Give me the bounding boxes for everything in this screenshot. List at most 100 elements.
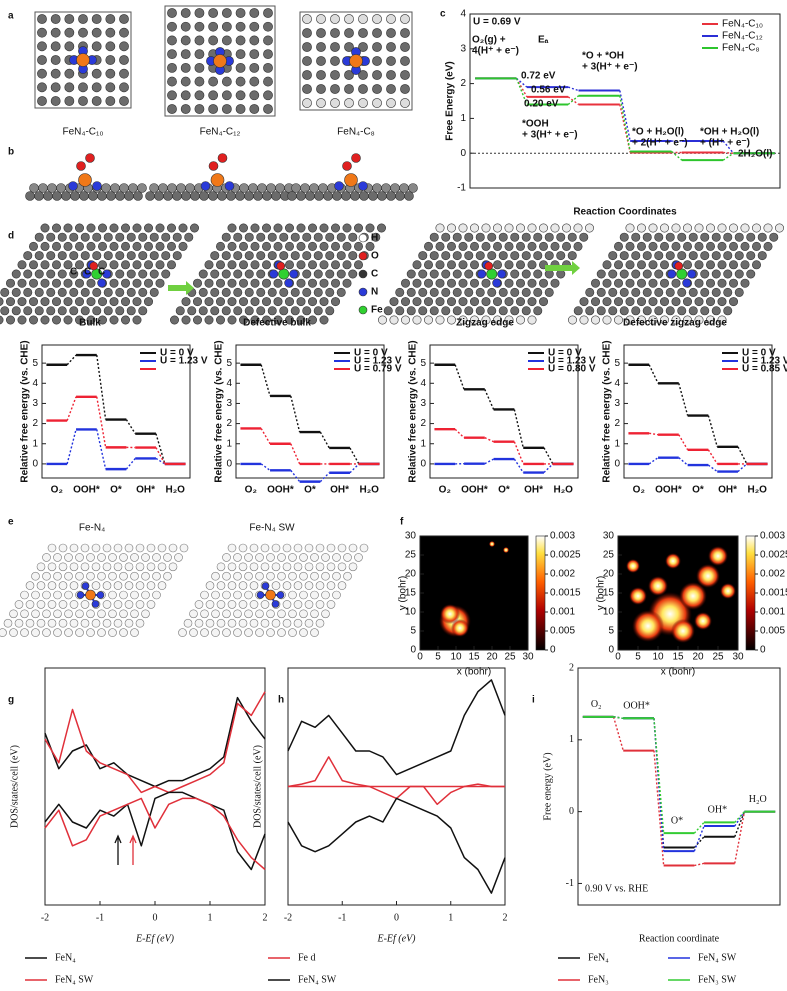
connector (653, 750, 665, 866)
legend-label: FeN₄ SW (55, 974, 94, 985)
atom (654, 306, 664, 316)
atom (233, 251, 243, 261)
atom-label: C (98, 267, 105, 278)
y-tick-label: 1 (614, 438, 620, 449)
atom (429, 269, 439, 279)
atom-legend-label: Fe (371, 305, 383, 316)
atom (36, 618, 46, 628)
atom (330, 28, 340, 38)
atom (487, 232, 497, 242)
atom (135, 618, 145, 628)
atom (271, 581, 281, 590)
connector (653, 718, 665, 834)
atom (492, 260, 502, 270)
atom (216, 315, 226, 325)
atom (11, 269, 21, 279)
atom (299, 628, 308, 637)
atom (185, 183, 195, 193)
atom (75, 553, 84, 562)
atom (435, 260, 445, 270)
atom (579, 232, 589, 242)
legend-label: FeN₃ SW (698, 974, 737, 985)
atom (119, 609, 128, 619)
atom (372, 98, 382, 108)
atom (97, 609, 106, 619)
atom (395, 287, 405, 297)
atom (119, 82, 129, 93)
atom (28, 241, 38, 251)
atom (400, 315, 410, 325)
atom (342, 260, 352, 270)
atom (53, 571, 62, 581)
atom (271, 191, 281, 201)
atom (31, 571, 40, 581)
atom (50, 55, 61, 65)
y-tick-label: 2 (226, 418, 232, 429)
atom (337, 581, 347, 590)
atom (694, 297, 704, 307)
atom (386, 98, 396, 108)
annotation: 0.90 V vs. RHE (585, 883, 648, 894)
atom (119, 41, 129, 52)
atom (226, 191, 236, 201)
atom (484, 261, 494, 271)
atom (119, 55, 129, 65)
atom (302, 84, 312, 94)
atom (124, 562, 134, 572)
panel-label: e (8, 517, 14, 528)
atom (636, 297, 646, 307)
atom (304, 600, 314, 609)
y-axis-label: DOS/states/cell (eV) (9, 745, 20, 828)
x-tick-label: 15 (672, 652, 684, 663)
atom (204, 260, 214, 270)
atom (284, 297, 294, 307)
atom (256, 306, 266, 316)
atom (193, 297, 203, 307)
atom (141, 590, 150, 600)
atom (353, 260, 363, 270)
atom (573, 223, 583, 233)
x-tick-label: O₂ (51, 485, 63, 496)
atom (671, 241, 681, 251)
atom (334, 181, 344, 191)
atom (183, 618, 193, 628)
atom (102, 618, 112, 628)
atom (625, 315, 635, 325)
atom (567, 232, 577, 242)
structure-label: Defective bulk (243, 318, 311, 329)
atom (412, 260, 422, 270)
x-tick-label: OOH* (73, 485, 100, 496)
y-axis-label: Relative free energy (vs. CHE) (214, 340, 225, 482)
atom (208, 76, 219, 87)
atom (342, 278, 352, 288)
atom (86, 223, 96, 233)
x-tick-label: OOH* (655, 485, 682, 496)
atom (208, 90, 219, 101)
atom (244, 571, 253, 581)
colorbar-tick-label: 0.002 (760, 569, 785, 580)
atom (350, 191, 360, 201)
connector (693, 821, 705, 834)
atom (288, 609, 297, 619)
y-tick-label: 5 (614, 358, 620, 369)
atom (189, 628, 198, 637)
atom (227, 278, 237, 288)
atom (671, 223, 681, 233)
atom (144, 297, 154, 307)
connector (613, 716, 624, 719)
atom (458, 315, 468, 325)
atom (481, 297, 491, 307)
atom (694, 315, 704, 325)
atom (167, 62, 177, 73)
atom (304, 581, 314, 590)
legend-label: FeN₄-C₈ (722, 43, 760, 54)
legend-label: U = 1.23 V (354, 356, 402, 367)
atom (271, 618, 281, 628)
atom (734, 251, 744, 261)
atom (138, 269, 148, 279)
atom (275, 183, 285, 193)
atom (302, 269, 312, 279)
atom (57, 232, 67, 242)
plot-frame (41, 344, 191, 479)
atom (239, 183, 249, 193)
